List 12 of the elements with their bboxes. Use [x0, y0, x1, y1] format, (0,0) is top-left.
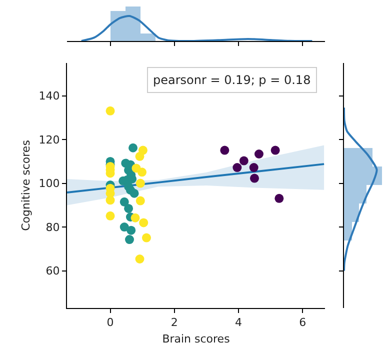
y-tick-label: 100	[38, 177, 60, 190]
x-axis-title: Brain scores	[162, 332, 230, 346]
x-tick-label: 4	[234, 316, 242, 330]
x-tick-label: 0	[106, 316, 114, 330]
y-tick-label: 140	[38, 90, 60, 103]
y-axis-title: Cognitive scores	[19, 140, 32, 231]
y-tick-label: 60	[46, 264, 60, 278]
y-tick-label: 120	[38, 133, 60, 146]
x-tick-label: 2	[170, 316, 178, 330]
y-tick-label: 80	[46, 220, 60, 234]
x-tick-label: 6	[299, 316, 306, 330]
annotation: pearsonr = 0.19; p = 0.18	[153, 73, 311, 87]
